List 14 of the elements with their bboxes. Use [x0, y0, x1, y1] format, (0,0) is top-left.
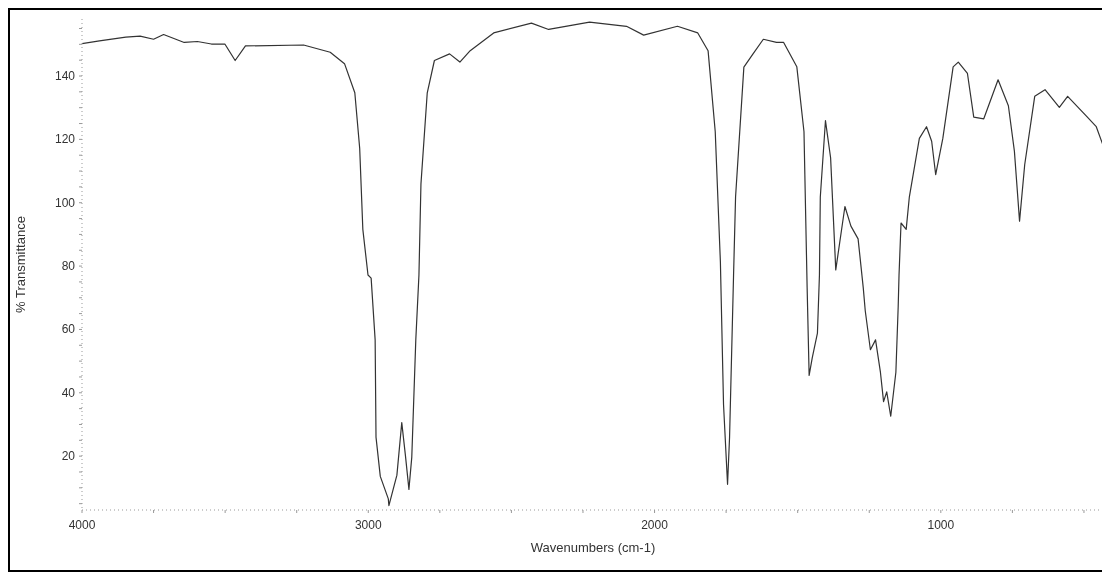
line-series [82, 21, 1102, 507]
x-tick-label: 4000 [68, 518, 96, 532]
y-tick-label: 100 [54, 195, 76, 210]
y-tick-label: 120 [54, 132, 76, 147]
x-tick-label: 2000 [641, 518, 669, 532]
y-axis-title: % Transmittance [12, 216, 28, 313]
x-tick-label: 1000 [927, 518, 955, 532]
y-tick-label: 80 [61, 259, 76, 274]
y-tick-label: 20 [61, 449, 76, 464]
y-tick-label: 60 [61, 322, 76, 337]
x-axis-title: Wavenumbers (cm-1) [530, 540, 656, 555]
y-tick-label: 140 [54, 69, 76, 84]
x-tick-label: 3000 [354, 518, 382, 532]
y-tick-label: 40 [61, 385, 76, 400]
